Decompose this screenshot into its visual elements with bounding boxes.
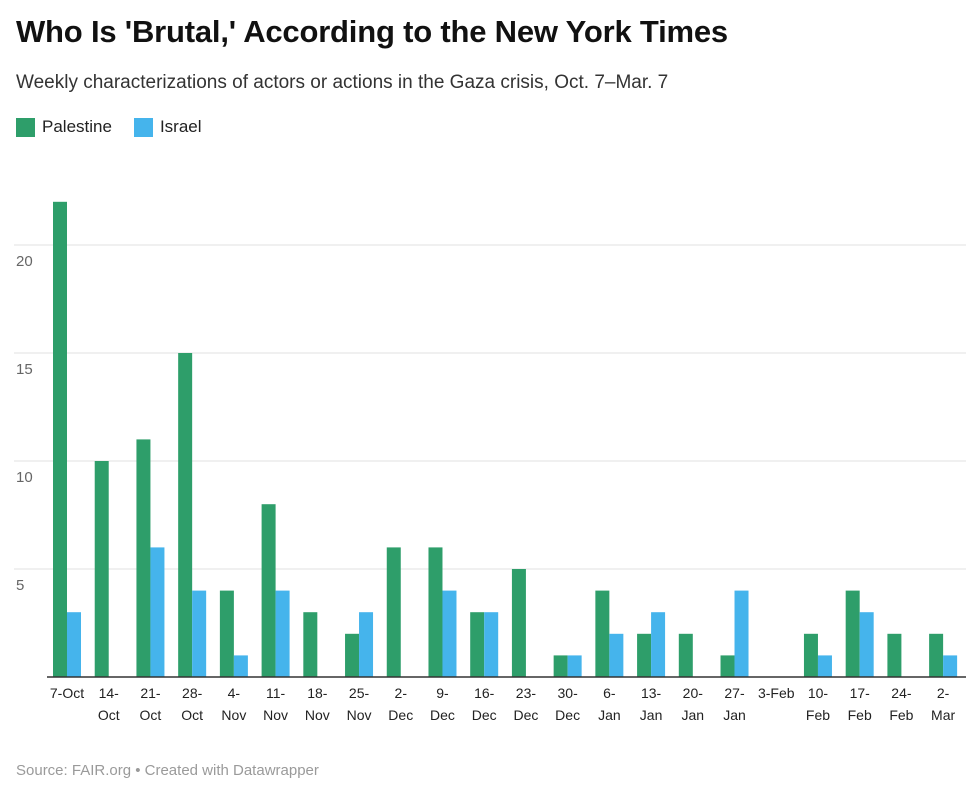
bar-israel-0 [67, 612, 81, 677]
bar-israel-14 [651, 612, 666, 677]
y-tick-label-15: 15 [16, 361, 33, 378]
x-tick-label-7: 25-Nov [347, 685, 372, 723]
x-tick-label-20: 24-Feb [889, 685, 913, 723]
bar-israel-2 [150, 547, 165, 677]
bar-israel-5 [275, 590, 290, 677]
legend-item-palestine: Palestine [16, 117, 112, 137]
x-tick-label-15: 20-Jan [682, 685, 705, 723]
legend-item-israel: Israel [133, 117, 202, 137]
x-tick-label-5: 11-Nov [263, 685, 288, 723]
bar-israel-4 [233, 655, 248, 677]
bar-palestine-3 [178, 353, 193, 677]
x-tick-label-9: 9-Dec [430, 685, 455, 723]
bar-palestine-19 [845, 590, 860, 677]
bar-palestine-18 [803, 633, 818, 677]
y-tick-label-10: 10 [16, 469, 33, 486]
bar-israel-10 [484, 612, 499, 677]
bar-israel-7 [359, 612, 374, 677]
chart-title: Who Is 'Brutal,' According to the New Yo… [16, 14, 728, 49]
x-tick-label-12: 30-Dec [555, 685, 580, 723]
bar-palestine-6 [303, 612, 318, 677]
legend: Palestine Israel [16, 117, 224, 137]
legend-label-palestine: Palestine [42, 117, 112, 136]
bar-israel-18 [817, 655, 832, 677]
bar-palestine-7 [345, 633, 360, 677]
bar-palestine-4 [219, 590, 234, 677]
legend-swatch-palestine [16, 117, 35, 137]
bar-palestine-8 [386, 547, 401, 677]
bar-palestine-11 [511, 569, 526, 677]
chart-subtitle: Weekly characterizations of actors or ac… [16, 72, 669, 93]
bar-israel-21 [943, 655, 958, 677]
bar-palestine-0 [53, 201, 67, 678]
bar-israel-12 [567, 655, 582, 677]
bar-palestine-16 [720, 655, 735, 677]
legend-label-israel: Israel [159, 117, 202, 136]
x-tick-label-19: 17-Feb [848, 685, 872, 723]
x-tick-label-0: 7-Oct [50, 685, 84, 701]
y-tick-label-20: 20 [16, 253, 33, 270]
bar-palestine-13 [595, 590, 610, 677]
bar-palestine-14 [637, 633, 652, 677]
bar-palestine-1 [94, 461, 109, 677]
legend-swatch-israel [133, 117, 153, 137]
x-tick-label-6: 18-Nov [305, 685, 330, 723]
x-tick-label-13: 6-Jan [598, 685, 621, 723]
x-tick-label-17: 3-Feb [758, 685, 795, 701]
bar-palestine-21 [929, 633, 944, 677]
y-tick-label-5: 5 [16, 577, 24, 594]
bar-israel-16 [734, 590, 749, 677]
bar-palestine-12 [553, 655, 568, 677]
x-tick-label-14: 13-Jan [640, 685, 663, 723]
x-tick-label-10: 16-Dec [472, 685, 497, 723]
bar-palestine-15 [678, 633, 693, 677]
x-tick-label-3: 28-Oct [181, 685, 203, 723]
x-tick-label-1: 14-Oct [98, 685, 120, 723]
bar-palestine-9 [428, 547, 443, 677]
bar-israel-3 [192, 590, 207, 677]
bar-palestine-10 [470, 612, 485, 677]
source-note: Source: FAIR.org • Created with Datawrap… [16, 762, 319, 779]
bar-palestine-20 [887, 633, 902, 677]
x-tick-label-8: 2-Dec [388, 685, 413, 723]
x-tick-label-4: 4-Nov [221, 685, 246, 723]
bar-palestine-2 [136, 439, 151, 677]
bar-israel-13 [609, 633, 624, 677]
x-tick-label-16: 27-Jan [723, 685, 746, 723]
bar-palestine-5 [261, 504, 276, 677]
x-tick-label-2: 21-Oct [140, 685, 162, 723]
x-tick-label-11: 23-Dec [513, 685, 538, 723]
x-tick-label-21: 2-Mar [931, 685, 955, 723]
bar-israel-9 [442, 590, 457, 677]
bar-israel-19 [859, 612, 874, 677]
bar-chart: 5 10 15 20 7-Oct 14-Oct 21-Oct 28-Oct 4-Nov 11-No… [14, 201, 966, 723]
x-tick-label-18: 10-Feb [806, 685, 830, 723]
